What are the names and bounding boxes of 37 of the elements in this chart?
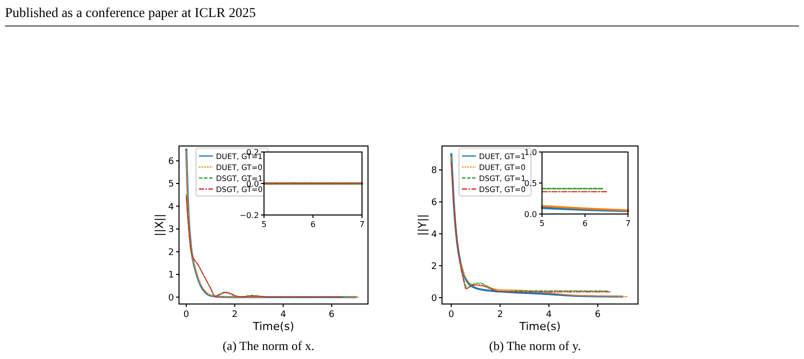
y-tick-label: 4 (431, 230, 438, 240)
x-tick-label: 0 (183, 310, 190, 320)
x-tick-label: 7 (625, 219, 631, 228)
x-tick-label: 6 (328, 310, 335, 320)
text: (b) The norm of y. (489, 339, 581, 353)
x-axis-title: Time(s) (518, 320, 561, 333)
y-axis-title: ||Y|| (416, 214, 429, 236)
y-tick-label: 3 (168, 225, 174, 236)
y-tick-label: 5 (168, 180, 174, 190)
x-tick-label: 6 (310, 220, 316, 229)
y-tick-label: 0 (431, 294, 438, 304)
x-axis-title: Time(s) (252, 320, 294, 333)
y-tick-label: −0.2 (240, 210, 259, 220)
y-tick-label: 0.5 (524, 178, 537, 188)
x-tick-label: 5 (539, 219, 545, 228)
y-tick-label: 0.0 (524, 210, 537, 219)
x-tick-label: 5 (261, 220, 267, 229)
x-tick-label: 2 (232, 310, 238, 320)
x-tick-label: 4 (546, 310, 552, 320)
text: Published as a conference paper at ICLR 2025 (5, 5, 256, 20)
y-tick-label: 0 (168, 293, 174, 304)
y-tick-label: 8 (431, 166, 438, 176)
y-tick-label: 6 (431, 198, 438, 208)
y-tick-label: 4 (168, 202, 174, 212)
y-tick-label: 1 (168, 270, 174, 281)
y-tick-label: 6 (168, 156, 174, 167)
y-tick-label: 2 (431, 262, 437, 272)
y-axis-title: ||X|| (153, 214, 166, 236)
y-tick-label: 1.0 (524, 148, 537, 157)
text: (a) The norm of x. (222, 339, 314, 353)
x-tick-label: 6 (582, 219, 588, 228)
x-tick-label: 7 (359, 220, 365, 229)
x-tick-label: 4 (280, 310, 286, 320)
x-tick-label: 0 (448, 310, 454, 320)
x-tick-label: 2 (497, 310, 503, 320)
y-tick-label: 2 (168, 248, 174, 258)
x-tick-label: 6 (594, 310, 601, 320)
